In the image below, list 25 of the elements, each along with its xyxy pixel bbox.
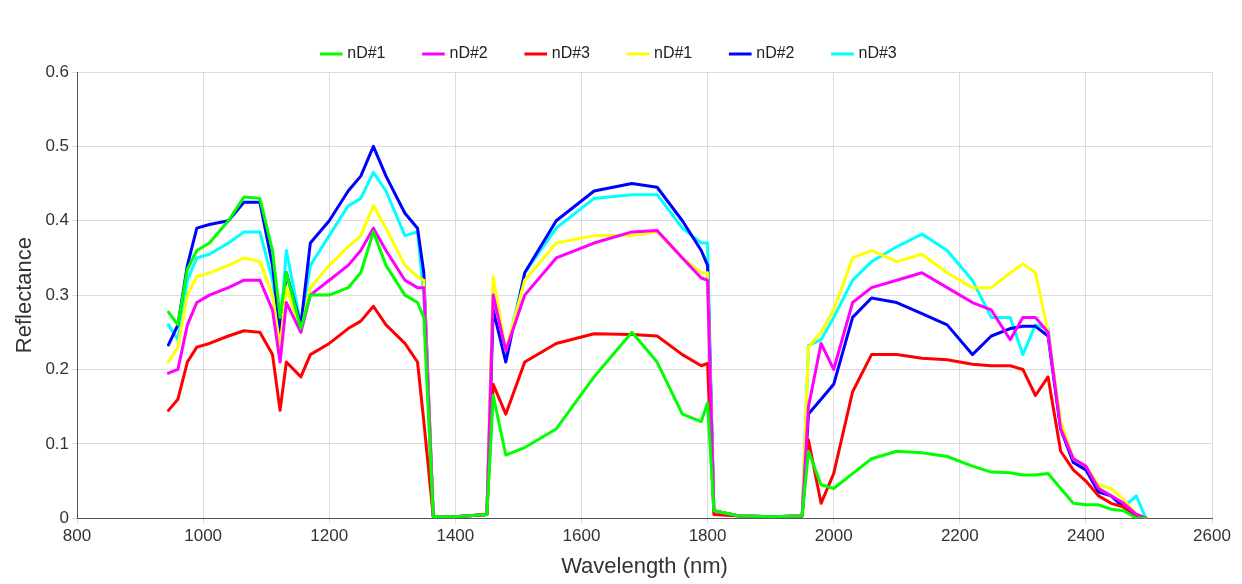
y-tick-label: 0.4 — [45, 210, 70, 230]
legend-label: nD#3 — [551, 44, 591, 62]
x-tick-label: 2000 — [814, 526, 853, 546]
x-tick-label: 1400 — [436, 526, 475, 546]
x-tick-label: 2600 — [1193, 526, 1231, 546]
y-tick-label: 0.3 — [45, 284, 70, 304]
x-tick-label: 1200 — [310, 526, 349, 546]
x-tick-label: 1800 — [688, 526, 727, 546]
y-tick-label: 0.1 — [45, 433, 70, 453]
y-axis-title: Reflectance — [11, 237, 37, 354]
y-tick-label: 0.5 — [45, 136, 70, 156]
x-tick-label: 2200 — [940, 526, 979, 546]
x-tick-label: 2400 — [1066, 526, 1105, 546]
x-axis-title: Wavelength (nm) — [561, 552, 728, 578]
x-tick-label: 1000 — [184, 526, 223, 546]
y-tick-label: 0.6 — [45, 61, 70, 81]
legend-label: nD#1 — [654, 44, 693, 62]
legend-label: nD#1 — [347, 44, 386, 62]
legend-label: nD#2 — [449, 44, 488, 62]
y-tick-label: 0 — [59, 507, 70, 527]
legend-label: nD#3 — [858, 44, 897, 62]
x-tick-label: 1600 — [562, 526, 601, 546]
y-tick-label: 0.2 — [45, 359, 70, 379]
x-tick-label: 800 — [62, 526, 92, 546]
legend-label: nD#2 — [756, 44, 795, 62]
